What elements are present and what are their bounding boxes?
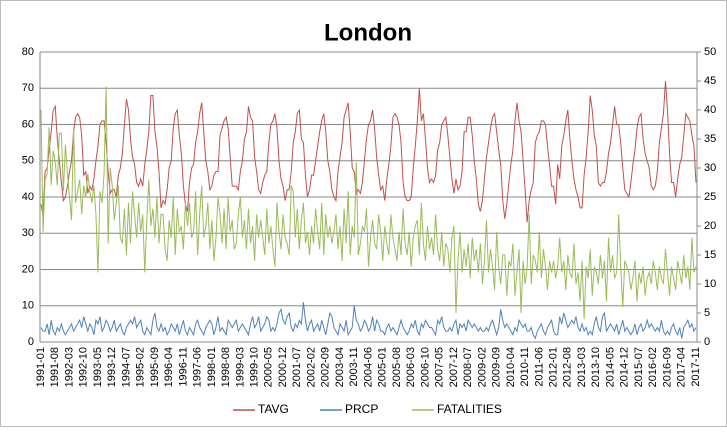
x-tick-label: 2009-02 <box>476 347 488 387</box>
x-tick-label: 2005-08 <box>391 347 403 387</box>
x-tick-label: 2017-11 <box>690 347 702 387</box>
x-tick-label: 1994-07 <box>120 347 132 387</box>
x-tick-label: 2000-12 <box>277 347 289 387</box>
y-tick-label: 30 <box>22 227 34 239</box>
x-tick-label: 2007-05 <box>434 347 446 387</box>
x-tick-label: 1996-04 <box>163 347 175 387</box>
x-tick-label: 2005-01 <box>377 347 389 387</box>
x-tick-label: 2003-04 <box>334 347 346 387</box>
x-tick-label: 2011-06 <box>533 347 545 387</box>
x-tick-label: 1991-08 <box>49 347 61 387</box>
x-tick-label: 2006-03 <box>405 347 417 387</box>
x-tick-label: 2008-07 <box>462 347 474 387</box>
y2-tick-label: 20 <box>704 220 716 232</box>
x-tick-label: 1999-10 <box>248 347 260 387</box>
x-tick-label: 1995-02 <box>135 347 147 387</box>
x-tick-label: 1998-01 <box>206 347 218 387</box>
y-tick-label: 80 <box>22 46 34 58</box>
x-tick-label: 1997-06 <box>192 347 204 387</box>
y-tick-label: 60 <box>22 118 34 130</box>
x-tick-label: 2002-02 <box>305 347 317 387</box>
x-tick-label: 2006-10 <box>419 347 431 387</box>
x-tick-label: 1996-11 <box>177 347 189 387</box>
y-tick-label: 10 <box>22 300 34 312</box>
y2-tick-label: 0 <box>704 336 710 348</box>
x-tick-label: 2014-12 <box>619 347 631 387</box>
y2-tick-label: 25 <box>704 191 716 203</box>
x-tick-label: 1992-03 <box>63 347 75 387</box>
x-tick-label: 2000-05 <box>263 347 275 387</box>
y2-tick-label: 30 <box>704 162 716 174</box>
y2-tick-label: 15 <box>704 249 716 261</box>
y-tick-label: 70 <box>22 82 34 94</box>
x-tick-label: 1993-12 <box>106 347 118 387</box>
legend-label: FATALITIES <box>437 402 502 416</box>
y2-tick-label: 5 <box>704 307 710 319</box>
x-tick-label: 2009-09 <box>491 347 503 387</box>
legend-label: TAVG <box>258 402 289 416</box>
x-tick-label: 1991-01 <box>35 347 47 387</box>
x-tick-label: 2013-10 <box>590 347 602 387</box>
x-tick-label: 2012-01 <box>548 347 560 387</box>
x-tick-label: 2003-11 <box>348 347 360 387</box>
x-tick-label: 2016-09 <box>661 347 673 387</box>
chart-title: London <box>324 19 412 46</box>
y2-tick-label: 45 <box>704 75 716 87</box>
x-tick-label: 1998-08 <box>220 347 232 387</box>
x-tick-label: 2004-06 <box>362 347 374 387</box>
x-tick-label: 1999-03 <box>234 347 246 387</box>
x-tick-label: 2001-07 <box>291 347 303 387</box>
y-tick-label: 50 <box>22 155 34 167</box>
x-tick-label: 1992-10 <box>78 347 90 387</box>
y-tick-label: 0 <box>28 336 34 348</box>
y-tick-label: 40 <box>22 191 34 203</box>
y2-tick-label: 35 <box>704 133 716 145</box>
x-tick-label: 2007-12 <box>448 347 460 387</box>
series-line <box>40 302 697 340</box>
x-tick-label: 2002-09 <box>320 347 332 387</box>
series-line <box>40 86 697 319</box>
series-line <box>40 80 697 223</box>
x-tick-label: 2015-07 <box>633 347 645 387</box>
y2-tick-label: 10 <box>704 278 716 290</box>
y2-tick-label: 40 <box>704 104 716 116</box>
x-tick-label: 2013-03 <box>576 347 588 387</box>
x-tick-label: 2010-04 <box>505 347 517 387</box>
x-tick-label: 2016-02 <box>647 347 659 387</box>
x-tick-label: 2010-11 <box>519 347 531 387</box>
y2-tick-label: 50 <box>704 46 716 58</box>
x-tick-label: 2017-04 <box>676 347 688 387</box>
x-tick-label: 2014-05 <box>604 347 616 387</box>
y-tick-label: 20 <box>22 263 34 275</box>
x-tick-label: 1993-05 <box>92 347 104 387</box>
x-tick-label: 2012-08 <box>562 347 574 387</box>
x-tick-label: 1995-09 <box>149 347 161 387</box>
legend-label: PRCP <box>345 402 378 416</box>
